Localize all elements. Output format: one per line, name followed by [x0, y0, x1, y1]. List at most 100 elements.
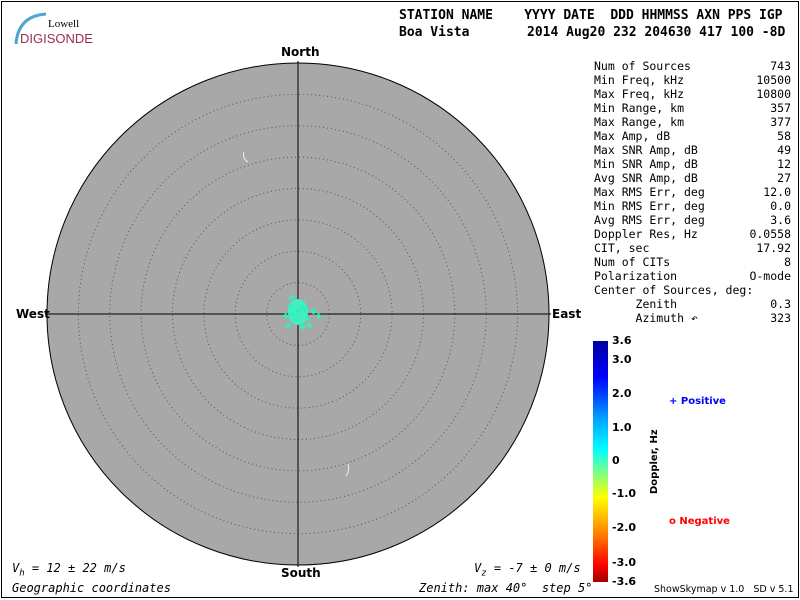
stat-row: Zenith 0.3 — [594, 298, 791, 311]
source-point — [289, 311, 296, 317]
colorbar-tick-label: -2.0 — [612, 521, 637, 534]
version-label: ShowSkymap v 1.0 SD v 5.1 — [654, 584, 794, 595]
colorbar-tick-label: 3.6 — [612, 334, 632, 347]
source-point — [282, 313, 289, 320]
stat-label: Max SNR Amp, dB — [594, 143, 698, 157]
stat-row: Min SNR Amp, dB 12 — [594, 158, 791, 171]
colorbar-tick-label: 3.0 — [612, 353, 632, 366]
stat-value: 10500 — [756, 73, 791, 87]
stat-value: 0.0558 — [749, 227, 791, 241]
colorbar-title: Doppler, Hz — [649, 429, 660, 494]
stat-row: Doppler Res, Hz 0.0558 — [594, 228, 791, 241]
source-point — [302, 306, 309, 313]
coordinates-label: Geographic coordinates — [12, 581, 171, 595]
colorbar-tick-label: 2.0 — [612, 387, 632, 400]
negative-legend: o Negative — [669, 516, 730, 527]
stat-value: 323 — [770, 311, 791, 325]
stat-value: 12 — [777, 157, 791, 171]
source-point — [303, 316, 310, 323]
stat-value: 0.0 — [770, 199, 791, 213]
stat-row: Center of Sources, deg: — [594, 284, 791, 297]
positive-legend: + Positive — [669, 396, 726, 407]
source-point — [292, 316, 299, 323]
colorbar-tick-label: -1.0 — [612, 487, 637, 500]
stat-row: Max RMS Err, deg 12.0 — [594, 186, 791, 199]
source-point — [306, 322, 313, 329]
colorbar-tick-label: -3.0 — [612, 556, 637, 569]
stat-label: Num of CITs — [594, 255, 671, 269]
stat-row: Max SNR Amp, dB 49 — [594, 144, 791, 157]
colorbar-tick-label: -3.6 — [612, 575, 637, 588]
east-label: East — [552, 307, 582, 321]
source-point — [310, 308, 317, 315]
stat-row: Min Range, km 357 — [594, 102, 791, 115]
stat-value: 8 — [784, 255, 791, 269]
stat-label: Azimuth ↶ — [594, 311, 698, 325]
stat-label: Doppler Res, Hz — [594, 227, 698, 241]
stat-row: Azimuth ↶ 323 — [594, 312, 791, 325]
north-label: North — [281, 45, 320, 59]
stat-row: Min Freq, kHz 10500 — [594, 74, 791, 87]
stat-value: 58 — [777, 129, 791, 143]
stat-label: Max Amp, dB — [594, 129, 671, 143]
stat-value: 3.6 — [770, 213, 791, 227]
stat-value: 0.3 — [770, 297, 791, 311]
west-label: West — [16, 307, 50, 321]
circle-icon: o — [669, 516, 680, 527]
station-name: Boa Vista — [399, 25, 470, 40]
stat-value: 10800 — [756, 87, 791, 101]
vh-readout: Vh = 12 ± 22 m/s — [12, 561, 126, 579]
stat-value: 377 — [770, 115, 791, 129]
stat-value: 12.0 — [763, 185, 791, 199]
source-point — [298, 304, 305, 311]
stat-row: Polarization O-mode — [594, 270, 791, 283]
stat-value: 49 — [777, 143, 791, 157]
logo-line1: Lowell — [48, 18, 80, 30]
stat-row: Max Amp, dB 58 — [594, 130, 791, 143]
source-point — [285, 322, 292, 329]
stat-row: Max Range, km 377 — [594, 116, 791, 129]
stat-value: 27 — [777, 171, 791, 185]
stat-label: Min Freq, kHz — [594, 73, 685, 87]
plus-icon: + — [669, 396, 681, 407]
source-point — [315, 312, 322, 319]
stat-label: Min Range, km — [594, 101, 685, 115]
stat-label: Avg SNR Amp, dB — [594, 171, 698, 185]
stat-value: 357 — [770, 101, 791, 115]
logo-line2: DIGISONDE — [20, 31, 93, 46]
digisonde-logo: Lowell DIGISONDE — [10, 8, 93, 48]
stat-label: Polarization — [594, 269, 678, 283]
source-point — [287, 303, 294, 310]
stat-row: Avg SNR Amp, dB 27 — [594, 172, 791, 185]
stat-value: 743 — [770, 59, 791, 73]
source-point — [299, 323, 306, 330]
stat-row: CIT, sec 17.92 — [594, 242, 791, 255]
stat-label: Min SNR Amp, dB — [594, 157, 698, 171]
stat-label: Center of Sources, deg: — [594, 283, 754, 297]
trace-mark — [345, 463, 350, 477]
stat-value: O-mode — [749, 269, 791, 283]
stat-row: Max Freq, kHz 10800 — [594, 88, 791, 101]
logo-arc-icon — [14, 12, 47, 45]
zenith-scale-label: Zenith: max 40° step 5° — [419, 581, 593, 595]
south-label: South — [281, 566, 321, 580]
stat-label: CIT, sec — [594, 241, 650, 255]
stat-row: Num of Sources 743 — [594, 60, 791, 73]
colorbar-tick-label: 0 — [612, 454, 620, 467]
stat-row: Min RMS Err, deg 0.0 — [594, 200, 791, 213]
header-columns: STATION NAME YYYY DATE DDD HHMMSS AXN PP… — [399, 8, 783, 23]
stat-value: 17.92 — [756, 241, 791, 255]
source-point — [295, 307, 301, 314]
stat-label: Num of Sources — [594, 59, 691, 73]
colorbar-tick-label: 1.0 — [612, 421, 632, 434]
trace-mark — [243, 151, 249, 163]
vz-readout: Vz = -7 ± 0 m/s — [474, 561, 581, 579]
stat-label: Max RMS Err, deg — [594, 185, 705, 199]
stat-label: Min RMS Err, deg — [594, 199, 705, 213]
stat-label: Avg RMS Err, deg — [594, 213, 705, 227]
stat-label: Max Range, km — [594, 115, 685, 129]
stat-row: Num of CITs 8 — [594, 256, 791, 269]
stat-label: Zenith — [594, 297, 678, 311]
